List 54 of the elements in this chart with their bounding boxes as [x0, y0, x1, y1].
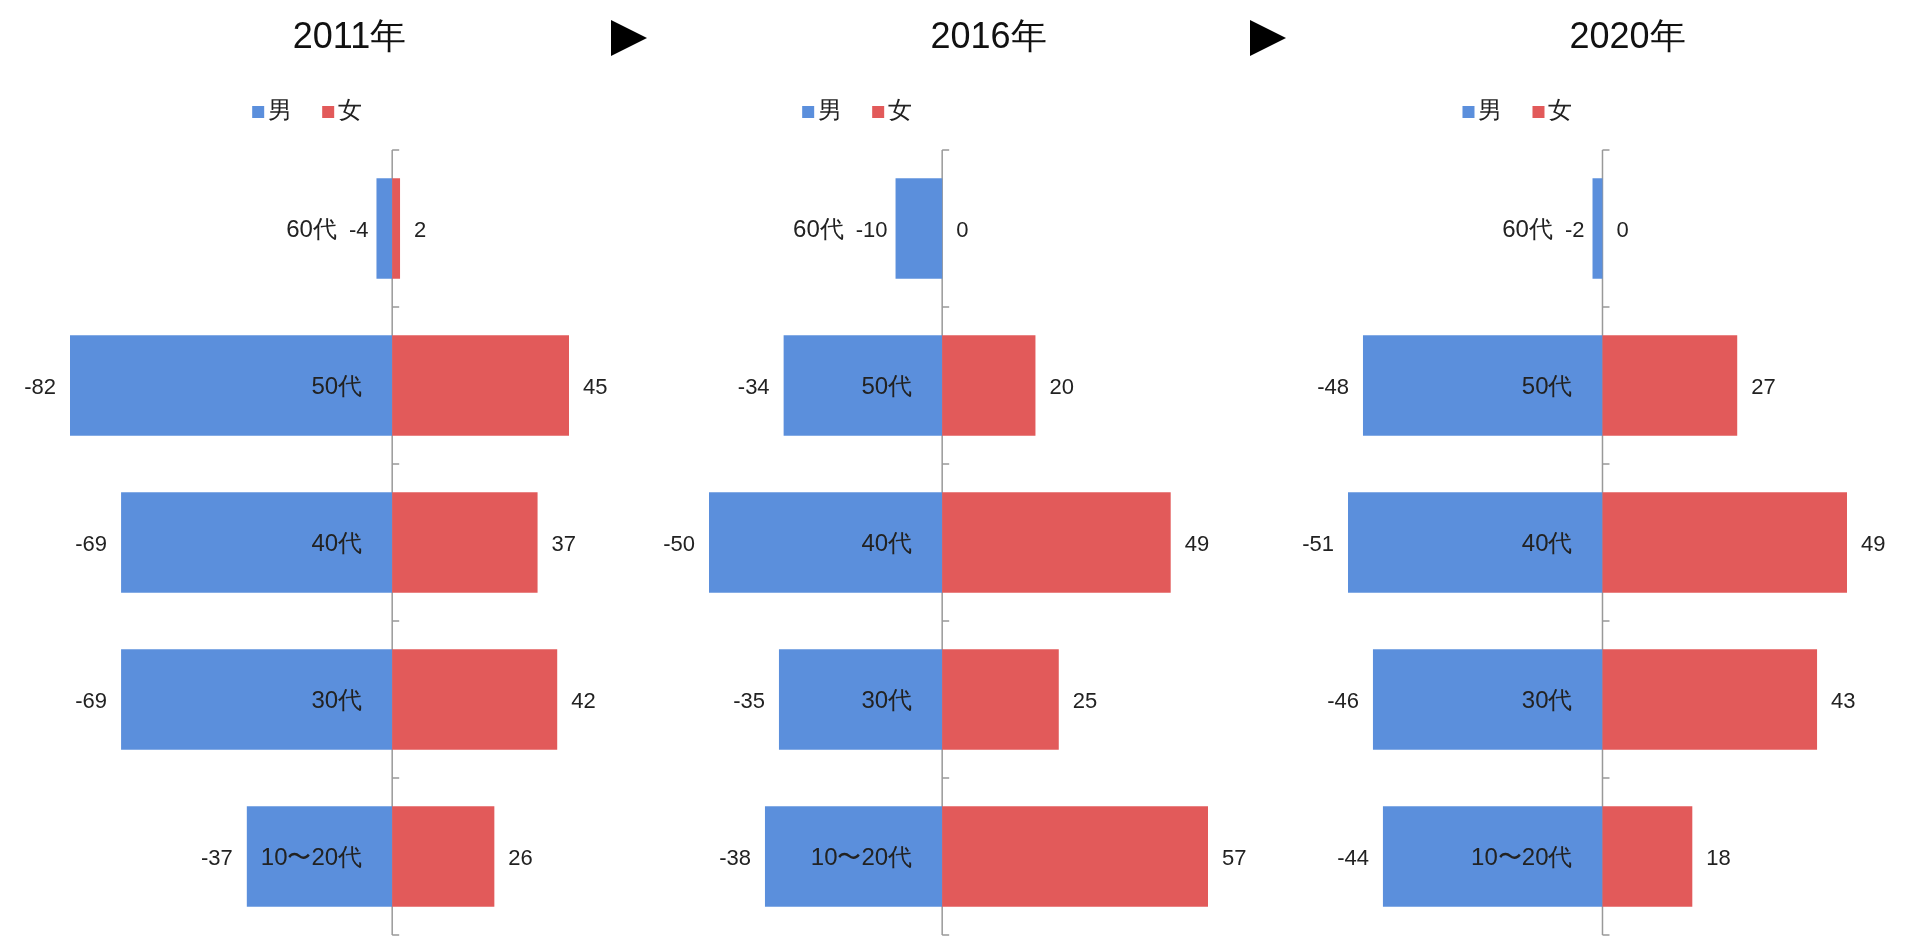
data-label: -46 — [1327, 687, 1359, 713]
data-label: -34 — [737, 373, 770, 399]
data-label: 43 — [1831, 687, 1856, 713]
data-label: 37 — [551, 530, 577, 556]
data-label: 0 — [956, 216, 969, 242]
y-tick-label: 10〜20代 — [1471, 842, 1573, 870]
data-label: 0 — [1616, 216, 1629, 242]
y-tick-label: 40代 — [1521, 528, 1573, 556]
y-tick-label: 50代 — [311, 371, 363, 399]
data-label: 49 — [1184, 530, 1210, 556]
data-label: -44 — [1337, 844, 1369, 870]
y-tick-label: 50代 — [861, 371, 913, 399]
data-label: 20 — [1049, 373, 1074, 399]
legend-label: 女 — [1548, 96, 1573, 123]
legend-label: 女 — [888, 96, 913, 123]
data-label: 49 — [1861, 530, 1886, 556]
data-label: -37 — [201, 844, 233, 870]
y-tick-label: 60代 — [1502, 214, 1553, 242]
y-tick-label: 50代 — [1521, 371, 1573, 399]
y-tick-label: 30代 — [1521, 685, 1573, 713]
data-label: -50 — [663, 530, 695, 556]
y-tick-label: 30代 — [311, 685, 363, 713]
legend-label: 女 — [338, 96, 363, 123]
data-label: 26 — [508, 844, 533, 870]
data-label: -35 — [733, 687, 765, 713]
data-label: -51 — [1302, 530, 1334, 556]
data-label: -2 — [1564, 216, 1585, 242]
legend-label: 男 — [1478, 96, 1503, 123]
data-label: -48 — [1317, 373, 1349, 399]
data-label: -69 — [75, 687, 108, 713]
data-label: 45 — [583, 373, 608, 399]
data-label: -69 — [75, 530, 108, 556]
legend-label: 男 — [818, 96, 843, 123]
data-label: 2 — [414, 216, 427, 242]
data-label: 18 — [1706, 844, 1731, 870]
y-tick-label: 60代 — [793, 214, 844, 242]
y-tick-label: 10〜20代 — [810, 842, 913, 870]
chart-title: 2020年 — [1569, 15, 1686, 56]
legend-label: 男 — [268, 96, 293, 123]
chart-title: 2016年 — [930, 15, 1047, 56]
data-label: -38 — [719, 844, 751, 870]
chart-title: 2011年 — [292, 15, 407, 56]
y-tick-label: 60代 — [286, 214, 337, 242]
y-tick-label: 40代 — [861, 528, 913, 556]
data-label: 25 — [1072, 687, 1098, 713]
data-label: 42 — [571, 687, 596, 713]
y-tick-label: 40代 — [311, 528, 363, 556]
data-label: 57 — [1222, 844, 1247, 870]
y-tick-label: 10〜20代 — [260, 842, 363, 870]
data-label: -82 — [24, 373, 56, 399]
data-label: 27 — [1751, 373, 1776, 399]
y-tick-label: 30代 — [861, 685, 913, 713]
data-label: -10 — [855, 216, 888, 242]
data-label: -4 — [348, 216, 369, 242]
